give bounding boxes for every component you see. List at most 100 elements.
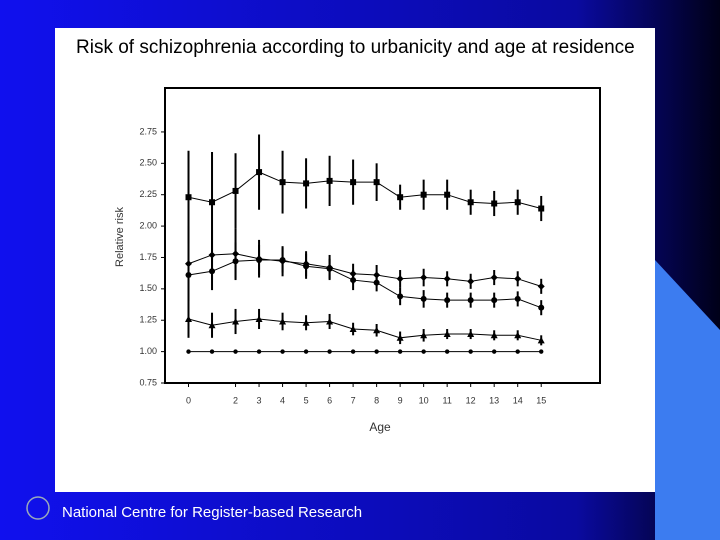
marker <box>515 349 520 354</box>
marker <box>232 317 240 325</box>
marker <box>420 295 427 302</box>
marker <box>373 279 380 286</box>
marker <box>467 199 474 206</box>
marker <box>443 275 451 283</box>
x-tick-label: 3 <box>257 395 262 405</box>
marker <box>327 349 332 354</box>
marker <box>280 349 285 354</box>
marker <box>233 349 238 354</box>
marker <box>444 297 451 304</box>
chart-title: Risk of schizophrenia according to urban… <box>76 37 635 58</box>
marker <box>303 349 309 354</box>
marker <box>373 179 380 186</box>
y-tick-label: 1.75 <box>139 252 157 262</box>
marker <box>185 315 193 322</box>
series-line <box>188 171 542 209</box>
x-tick-label: 2 <box>233 395 238 405</box>
y-axis-label: Relative risk <box>114 207 126 267</box>
marker <box>209 199 216 206</box>
marker <box>373 326 381 334</box>
marker <box>396 275 404 283</box>
marker <box>537 336 545 344</box>
y-tick-label: 0.75 <box>139 377 157 387</box>
marker <box>539 349 544 354</box>
marker <box>538 205 545 212</box>
panel <box>55 28 655 492</box>
marker <box>537 282 545 290</box>
y-tick-label: 1.50 <box>139 283 157 293</box>
marker <box>420 274 428 282</box>
marker <box>326 265 333 272</box>
marker <box>255 315 263 322</box>
marker <box>420 191 427 198</box>
marker <box>232 258 239 265</box>
x-tick-label: 7 <box>351 395 356 405</box>
x-tick-label: 11 <box>442 395 451 405</box>
marker <box>232 187 239 194</box>
marker <box>491 349 497 354</box>
marker <box>350 179 357 186</box>
marker <box>279 179 286 186</box>
marker <box>397 194 404 201</box>
marker <box>538 304 545 311</box>
series-line <box>188 259 542 309</box>
marker <box>326 177 333 184</box>
footer: National Centre for Register-based Resea… <box>62 504 363 521</box>
marker <box>396 334 404 341</box>
y-tick-label: 1.25 <box>139 315 157 325</box>
marker <box>302 319 310 326</box>
marker <box>256 256 263 263</box>
marker <box>374 349 379 354</box>
marker <box>444 349 450 354</box>
decor <box>655 260 720 540</box>
x-axis-label: Age <box>369 420 391 434</box>
marker <box>209 268 216 275</box>
marker <box>467 277 475 285</box>
marker <box>443 330 451 338</box>
marker <box>256 349 262 354</box>
marker <box>303 180 310 187</box>
x-tick-label: 13 <box>489 395 499 405</box>
x-tick-label: 14 <box>513 395 523 405</box>
marker <box>468 349 473 354</box>
marker <box>185 194 192 201</box>
marker <box>491 297 498 304</box>
plot-frame <box>164 87 601 384</box>
x-tick-label: 12 <box>466 395 476 405</box>
marker <box>350 277 357 284</box>
marker <box>208 321 216 329</box>
marker <box>279 317 287 325</box>
y-tick-label: 1.00 <box>139 346 157 356</box>
marker <box>279 256 286 263</box>
marker <box>514 199 521 206</box>
marker <box>421 349 426 354</box>
marker <box>350 349 356 354</box>
marker <box>349 325 357 333</box>
marker <box>467 297 474 304</box>
marker <box>491 200 498 207</box>
marker <box>444 191 451 198</box>
marker <box>490 274 498 282</box>
y-tick-label: 2.75 <box>139 126 157 136</box>
y-tick-label: 2.00 <box>139 220 157 230</box>
marker <box>467 330 475 338</box>
x-tick-label: 8 <box>374 395 379 405</box>
marker <box>326 317 334 325</box>
y-tick-label: 2.25 <box>139 189 157 199</box>
marker <box>209 349 215 354</box>
marker <box>514 331 522 339</box>
marker <box>186 349 191 354</box>
marker <box>420 331 428 339</box>
x-tick-label: 15 <box>536 395 546 405</box>
marker <box>303 263 310 270</box>
marker <box>397 293 404 300</box>
x-tick-label: 9 <box>398 395 403 405</box>
marker <box>514 275 522 283</box>
x-tick-label: 10 <box>419 395 429 405</box>
marker <box>397 349 403 354</box>
x-tick-label: 5 <box>304 395 309 405</box>
x-tick-label: 6 <box>327 395 332 405</box>
logo <box>26 496 50 520</box>
y-tick-label: 2.50 <box>139 158 157 168</box>
